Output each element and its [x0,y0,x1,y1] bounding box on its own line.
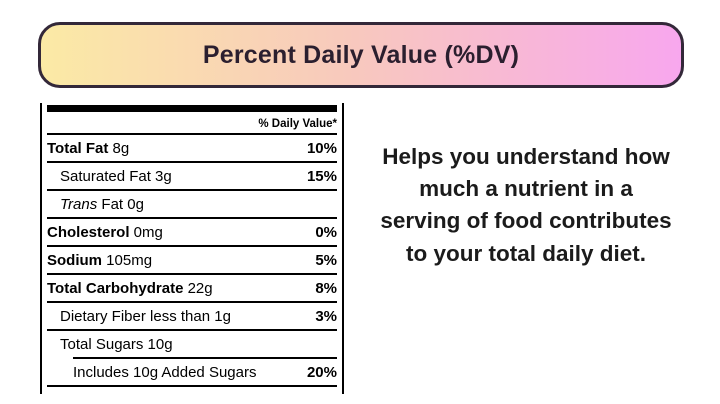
nutrient-row: Sodium 105mg 5% [47,247,337,275]
separator-line [47,217,337,219]
nutrient-name: Sodium 105mg [47,251,153,269]
nutrient-row: Dietary Fiber less than 1g 3% [47,303,337,331]
separator-line [47,301,337,303]
daily-value-column-header: % Daily Value* [258,117,337,130]
nutrient-row: Saturated Fat 3g 15% [47,163,337,191]
nutrient-name: Total Carbohydrate 22g [47,279,213,297]
nutrient-name: Saturated Fat 3g [60,167,172,185]
title-banner: Percent Daily Value (%DV) [38,22,684,88]
label-thick-bar [47,105,337,112]
separator-line [47,245,337,247]
nutrition-label: % Daily Value* Total Fat 8g 10% Saturate… [40,103,344,394]
nutrient-name: Includes 10g Added Sugars [73,363,257,381]
nutrient-daily-value: 3% [315,307,337,325]
nutrient-row: Total Fat 8g 10% [47,135,337,163]
nutrient-row: Cholesterol 0mg 0% [47,219,337,247]
separator-line [47,189,337,191]
nutrient-row: Includes 10g Added Sugars 20% [47,359,337,387]
separator-line [47,329,337,331]
separator-line [47,161,337,163]
separator-line [47,385,337,387]
nutrient-name: Trans Fat 0g [60,195,144,213]
nutrient-name: Total Fat 8g [47,139,130,157]
nutrient-daily-value: 8% [315,279,337,297]
page-title: Percent Daily Value (%DV) [202,40,520,69]
nutrient-daily-value: 20% [306,363,337,381]
nutrient-daily-value: 10% [306,139,337,157]
nutrient-name: Cholesterol 0mg [47,223,163,241]
nutrient-daily-value: 0% [315,223,337,241]
nutrient-row: Trans Fat 0g [47,191,337,219]
nutrient-name: Dietary Fiber less than 1g [60,307,231,325]
nutrient-rows: Total Fat 8g 10% Saturated Fat 3g 15% Tr… [47,135,337,387]
separator-line [47,273,337,275]
nutrient-row: Total Carbohydrate 22g 8% [47,275,337,303]
nutrient-daily-value: 5% [315,251,337,269]
nutrient-row: Total Sugars 10g [47,331,337,359]
nutrient-daily-value: 15% [306,167,337,185]
nutrient-name: Total Sugars 10g [60,335,173,353]
explanation-text: Helps you understand how much a nutrient… [380,144,672,266]
separator-line [47,133,337,135]
separator-line [73,357,337,359]
